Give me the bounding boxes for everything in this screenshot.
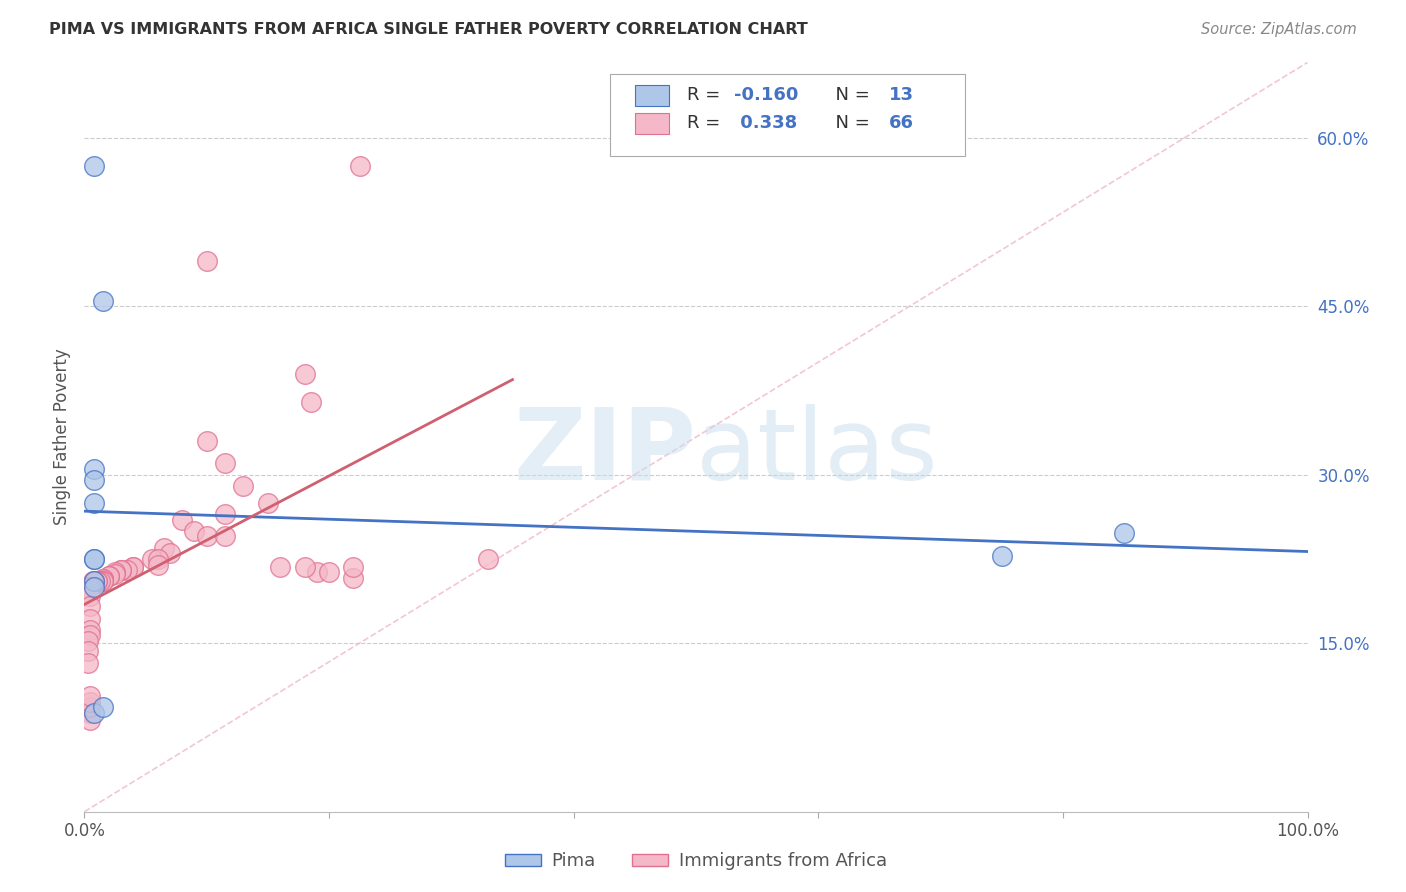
Point bbox=[349, 159, 371, 173]
Point bbox=[91, 574, 114, 589]
Point bbox=[294, 367, 316, 381]
Point bbox=[79, 628, 101, 642]
Point bbox=[1114, 526, 1136, 541]
Point bbox=[79, 611, 101, 625]
Point bbox=[79, 623, 101, 637]
Point bbox=[269, 559, 291, 574]
Point bbox=[79, 580, 101, 594]
Point bbox=[83, 574, 105, 589]
Point bbox=[183, 524, 205, 538]
Point bbox=[214, 507, 236, 521]
Text: N =: N = bbox=[824, 114, 876, 132]
Point bbox=[79, 589, 101, 603]
Point bbox=[141, 552, 163, 566]
Point bbox=[91, 574, 114, 589]
Point bbox=[159, 546, 181, 560]
Point bbox=[79, 706, 101, 720]
Point bbox=[110, 563, 132, 577]
Legend: Pima, Immigrants from Africa: Pima, Immigrants from Africa bbox=[498, 846, 894, 878]
Point bbox=[83, 552, 105, 566]
Point bbox=[79, 695, 101, 709]
Point bbox=[122, 559, 145, 574]
Point bbox=[214, 457, 236, 471]
Point bbox=[232, 479, 254, 493]
FancyBboxPatch shape bbox=[636, 85, 669, 106]
Point bbox=[146, 558, 169, 572]
Point bbox=[82, 580, 104, 594]
Text: N =: N = bbox=[824, 87, 876, 104]
Point bbox=[83, 706, 105, 720]
Point bbox=[83, 552, 105, 566]
Point bbox=[77, 657, 100, 671]
Text: R =: R = bbox=[688, 87, 727, 104]
Point bbox=[79, 599, 101, 614]
Point bbox=[83, 159, 105, 173]
Point bbox=[91, 572, 114, 586]
Point bbox=[214, 529, 236, 543]
Point bbox=[104, 566, 127, 580]
Point bbox=[86, 574, 108, 589]
Text: 0.338: 0.338 bbox=[734, 114, 797, 132]
Text: 66: 66 bbox=[889, 114, 914, 132]
Point bbox=[91, 572, 114, 586]
Point bbox=[83, 462, 105, 476]
Y-axis label: Single Father Poverty: Single Father Poverty bbox=[53, 349, 72, 525]
Point bbox=[79, 689, 101, 703]
Point bbox=[79, 580, 101, 594]
Point bbox=[195, 254, 218, 268]
Point bbox=[342, 571, 364, 585]
Point bbox=[89, 574, 111, 589]
Point bbox=[104, 566, 127, 581]
Point bbox=[80, 580, 103, 594]
Point bbox=[110, 563, 132, 577]
Point bbox=[305, 566, 328, 580]
Point bbox=[342, 559, 364, 574]
Point bbox=[172, 513, 194, 527]
Text: 13: 13 bbox=[889, 87, 914, 104]
Point bbox=[153, 541, 176, 555]
Point bbox=[83, 574, 105, 589]
Text: atlas: atlas bbox=[696, 403, 938, 500]
Point bbox=[97, 569, 120, 583]
Point bbox=[97, 569, 120, 583]
Point bbox=[122, 559, 145, 574]
Point bbox=[91, 700, 114, 714]
Point bbox=[79, 583, 101, 598]
FancyBboxPatch shape bbox=[610, 74, 965, 156]
Point bbox=[991, 549, 1014, 563]
Point bbox=[79, 580, 101, 594]
Point bbox=[79, 580, 101, 594]
Point bbox=[115, 563, 138, 577]
Point bbox=[91, 293, 114, 308]
Point bbox=[83, 580, 105, 594]
Point bbox=[477, 552, 499, 566]
Point bbox=[79, 580, 101, 594]
Point bbox=[77, 644, 100, 658]
Point bbox=[257, 496, 280, 510]
Point bbox=[86, 574, 108, 589]
Text: PIMA VS IMMIGRANTS FROM AFRICA SINGLE FATHER POVERTY CORRELATION CHART: PIMA VS IMMIGRANTS FROM AFRICA SINGLE FA… bbox=[49, 22, 808, 37]
FancyBboxPatch shape bbox=[636, 112, 669, 134]
Point bbox=[77, 634, 100, 648]
Point bbox=[83, 496, 105, 510]
Point bbox=[318, 566, 340, 580]
Point bbox=[83, 473, 105, 487]
Text: Source: ZipAtlas.com: Source: ZipAtlas.com bbox=[1201, 22, 1357, 37]
Point bbox=[79, 700, 101, 714]
Text: -0.160: -0.160 bbox=[734, 87, 799, 104]
Point bbox=[294, 559, 316, 574]
Point bbox=[79, 713, 101, 727]
Text: R =: R = bbox=[688, 114, 727, 132]
Point bbox=[79, 580, 101, 594]
Point bbox=[299, 394, 322, 409]
Text: ZIP: ZIP bbox=[513, 403, 696, 500]
Point bbox=[146, 552, 169, 566]
Point bbox=[82, 574, 104, 589]
Point bbox=[195, 529, 218, 543]
Point bbox=[195, 434, 218, 448]
